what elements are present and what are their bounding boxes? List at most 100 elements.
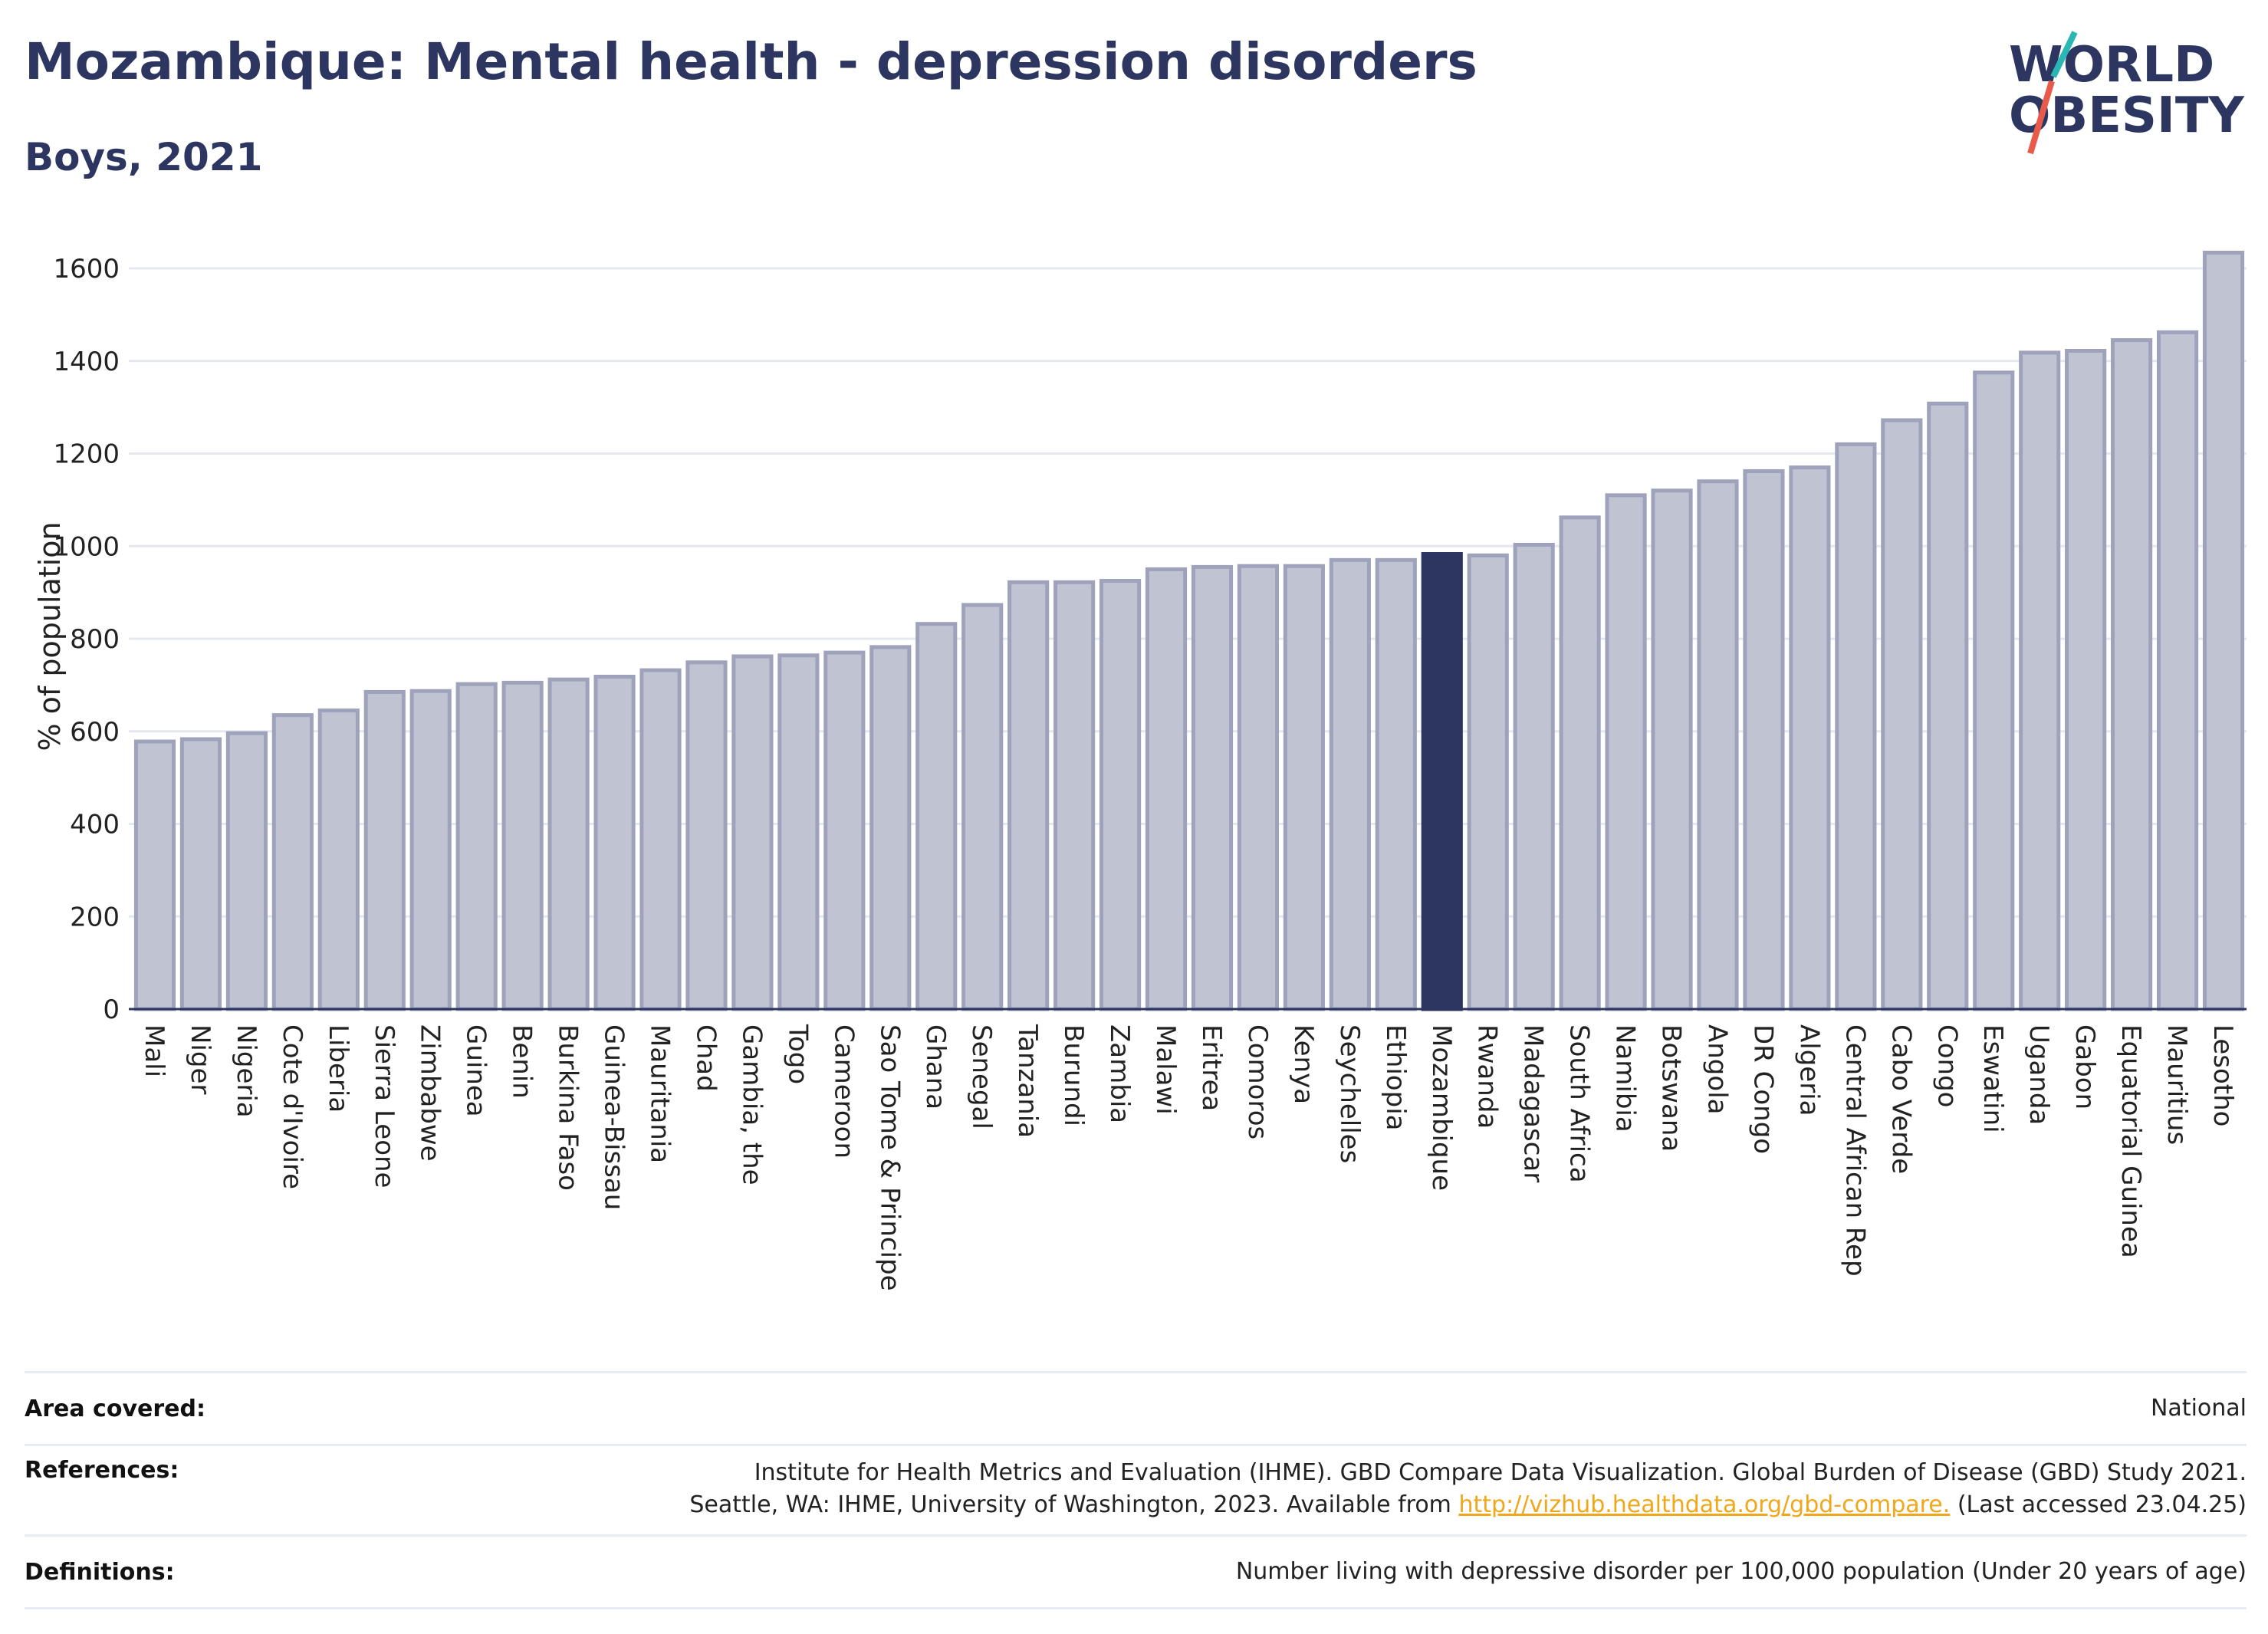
logo-slash-teal [2050, 31, 2078, 78]
y-tick-label: 800 [70, 624, 120, 655]
bar [869, 645, 912, 1011]
x-tick-label: Benin [507, 1024, 537, 1099]
bar [1927, 401, 1969, 1011]
bar [1789, 465, 1831, 1011]
x-tick-label: Mauritius [2161, 1024, 2192, 1145]
bar [271, 713, 314, 1011]
bar [1467, 553, 1509, 1011]
bar [823, 650, 866, 1011]
bar [1881, 418, 1923, 1011]
bar [1007, 580, 1050, 1011]
bar [317, 709, 360, 1011]
bar [2202, 250, 2245, 1011]
x-tick-label: Togo [782, 1024, 813, 1084]
x-tick-label: Seychelles [1334, 1024, 1365, 1163]
references-link[interactable]: http://vizhub.healthdata.org/gbd-compare… [1458, 1491, 1951, 1518]
bar [1651, 488, 1693, 1011]
bar [1375, 557, 1417, 1011]
x-tick-label: Mali [139, 1024, 169, 1077]
x-tick-label: Cabo Verde [1885, 1024, 1916, 1174]
bar [547, 677, 590, 1011]
bar [1099, 579, 1142, 1011]
x-tick-label: Mauritania [645, 1024, 675, 1163]
x-tick-label: Sao Tome & Principe [874, 1024, 905, 1291]
y-tick-label: 0 [103, 995, 120, 1025]
bar [961, 603, 1004, 1011]
bar [455, 682, 498, 1011]
y-axis-ticks: 0 200 400 600 800 1000 1200 1400 1600 [53, 254, 120, 1025]
x-tick-label: Eritrea [1196, 1024, 1227, 1111]
x-tick-label: Chad [690, 1024, 721, 1092]
area-value: National [2150, 1395, 2247, 1422]
bar [777, 653, 820, 1011]
y-tick-label: 1600 [53, 254, 120, 284]
bar [363, 689, 406, 1011]
x-tick-label: Zimbabwe [415, 1024, 445, 1162]
x-tick-label: Congo [1931, 1024, 1962, 1107]
x-tick-label: Mozambique [1426, 1024, 1457, 1191]
x-tick-label: Kenya [1288, 1024, 1319, 1104]
x-tick-label: Madagascar [1518, 1024, 1549, 1182]
x-tick-label: Eswatini [1977, 1024, 2008, 1133]
x-axis-labels: Mali Niger Nigeria Cote d'Ivoire Liberia Sier… [139, 1024, 2238, 1291]
x-tick-label: Senegal [966, 1024, 997, 1129]
x-tick-label: Rwanda [1472, 1024, 1503, 1129]
y-tick-label: 1400 [53, 347, 120, 377]
bar [501, 680, 544, 1011]
bar [1329, 557, 1371, 1011]
y-axis-label: % of population [33, 521, 67, 751]
x-tick-label: DR Congo [1747, 1024, 1778, 1154]
area-label: Area covered: [25, 1395, 205, 1422]
references-value: Institute for Health Metrics and Evaluat… [689, 1457, 2247, 1521]
x-tick-label: Zambia [1104, 1024, 1135, 1123]
x-tick-label: Burundi [1058, 1024, 1089, 1126]
x-tick-label: Equatorial Guinea [2115, 1024, 2146, 1258]
bar [2019, 350, 2061, 1011]
bar [2065, 348, 2107, 1011]
bar [1513, 542, 1555, 1011]
info-row-references: References: Institute for Health Metrics… [25, 1444, 2247, 1534]
y-tick-label: 1200 [53, 439, 120, 470]
x-tick-label: Botswana [1656, 1024, 1687, 1152]
bar [1191, 564, 1234, 1011]
bar [2111, 338, 2153, 1011]
chart-title: Mozambique: Mental health - depression d… [25, 32, 1477, 91]
bar-highlight [1421, 552, 1463, 1011]
x-tick-label: Angola [1702, 1024, 1733, 1114]
x-tick-label: Tanzania [1012, 1024, 1043, 1138]
chart-subtitle: Boys, 2021 [25, 135, 263, 179]
bar [1283, 564, 1325, 1011]
x-tick-label: South Africa [1564, 1024, 1595, 1183]
x-tick-label: Ethiopia [1380, 1024, 1411, 1130]
bar [1697, 479, 1739, 1011]
info-row-area: Area covered: National [25, 1371, 2247, 1444]
bar [593, 675, 636, 1011]
bar [731, 654, 774, 1011]
x-tick-label: Guinea-Bissau [599, 1024, 629, 1210]
bar [1053, 580, 1096, 1011]
bar [1237, 564, 1280, 1011]
bars [133, 250, 2245, 1011]
references-label: References: [25, 1457, 179, 1484]
y-tick-label: 600 [70, 717, 120, 748]
x-tick-label: Comoros [1242, 1024, 1273, 1139]
x-tick-label: Gambia, the [736, 1024, 767, 1185]
x-tick-label: Lesotho [2207, 1024, 2238, 1126]
y-tick-label: 400 [70, 810, 120, 840]
x-tick-label: Sierra Leone [369, 1024, 399, 1188]
info-row-definitions: Definitions: Number living with depressi… [25, 1534, 2247, 1609]
info-table: Area covered: National References: Insti… [25, 1371, 2247, 1609]
bar [685, 660, 728, 1011]
x-tick-label: Burkina Faso [553, 1024, 583, 1191]
definitions-label: Definitions: [25, 1558, 175, 1586]
logo-slash-coral [2027, 80, 2055, 155]
bar [1835, 442, 1877, 1011]
bar [133, 739, 176, 1011]
bar [179, 737, 222, 1011]
bar [1973, 370, 2015, 1011]
world-obesity-logo: WORLD OBESITY [2009, 31, 2244, 155]
bar [409, 689, 452, 1011]
x-tick-label: Guinea [461, 1024, 491, 1117]
x-tick-label: Algeria [1793, 1024, 1824, 1116]
x-tick-label: Cote d'Ivoire [277, 1024, 307, 1189]
